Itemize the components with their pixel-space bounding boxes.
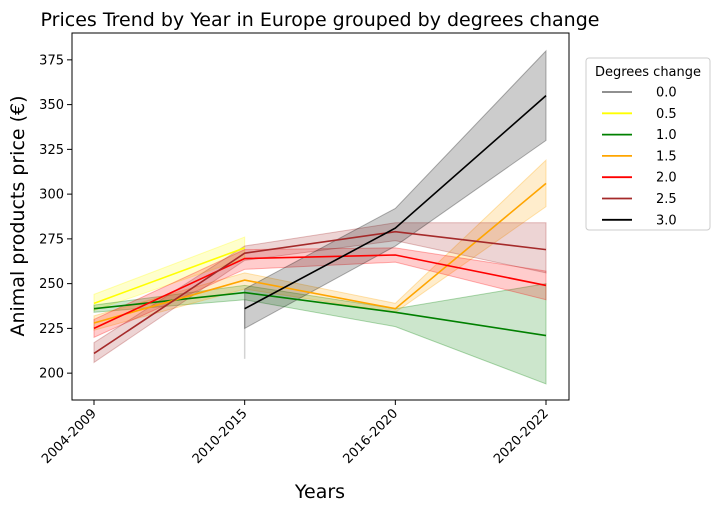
x-tick-label: 2020-2022 <box>491 406 552 467</box>
plot-frame <box>71 32 570 401</box>
x-axis-label: Years <box>294 481 345 503</box>
x-axis: 2004-2009 2010-2015 2016-2020 2020-2022 <box>39 400 552 467</box>
series-lines <box>93 95 547 355</box>
x-tick-label: 2004-2009 <box>39 406 100 467</box>
legend-label-2.0: 2.0 <box>656 171 677 186</box>
legend: Degrees change 0.0 0.5 1.0 1.5 2.0 2.5 3.0 <box>585 57 711 231</box>
series-line-3.0 <box>244 95 547 310</box>
series-line-2.5 <box>93 230 547 355</box>
y-tick-label: 200 <box>39 367 64 382</box>
legend-frame <box>585 57 711 231</box>
series-line-2.0 <box>93 254 547 330</box>
y-tick-label: 275 <box>39 232 64 247</box>
y-axis: 200 225 250 275 300 325 350 375 <box>39 53 72 382</box>
y-tick-label: 350 <box>39 98 64 113</box>
legend-title: Degrees change <box>595 65 701 80</box>
legend-label-3.0: 3.0 <box>656 213 677 228</box>
y-tick-label: 250 <box>39 277 64 292</box>
confidence-band-1.5 <box>93 158 547 331</box>
y-tick-label: 225 <box>39 322 64 337</box>
chart-title: Prices Trend by Year in Europe grouped b… <box>41 9 600 31</box>
legend-label-0.0: 0.0 <box>656 86 677 101</box>
legend-label-2.5: 2.5 <box>656 192 677 207</box>
series-line-0.5 <box>93 247 245 305</box>
x-tick-label: 2010-2015 <box>190 406 251 467</box>
x-tick-label: 2016-2020 <box>340 406 401 467</box>
y-tick-label: 300 <box>39 188 64 203</box>
y-tick-label: 325 <box>39 143 64 158</box>
series-line-1.5 <box>93 182 547 324</box>
confidence-band-3.0 <box>244 49 547 330</box>
confidence-band-2.0 <box>93 247 547 339</box>
confidence-bands <box>93 49 547 385</box>
legend-label-1.5: 1.5 <box>656 149 677 164</box>
legend-label-1.0: 1.0 <box>656 128 677 143</box>
legend-label-0.5: 0.5 <box>656 107 677 122</box>
y-tick-label: 375 <box>39 53 64 68</box>
series-line-1.0 <box>93 291 547 337</box>
y-axis-label: Animal products price (€) <box>7 95 29 336</box>
